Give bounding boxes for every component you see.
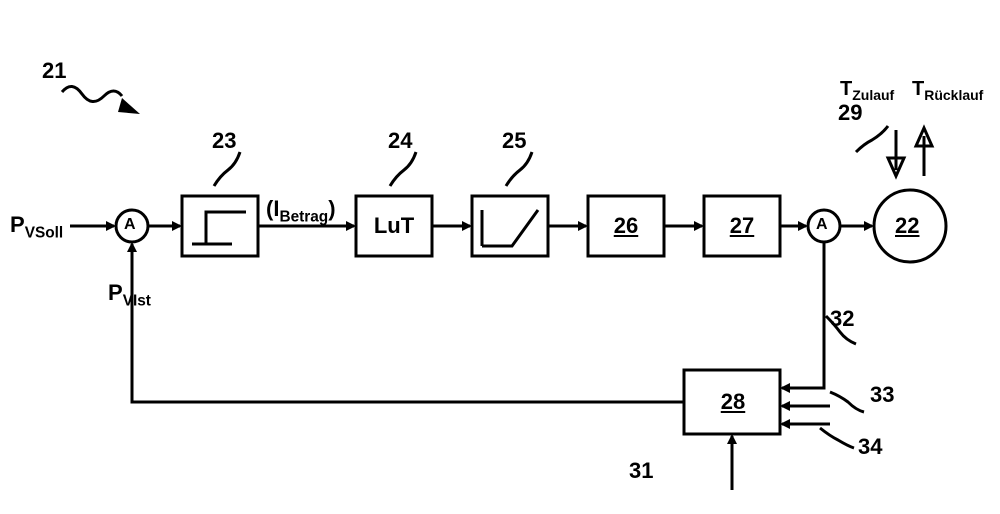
sig-a2-down: [782, 242, 824, 388]
block-23: [182, 196, 258, 256]
block23-glyph: [192, 212, 246, 244]
label-23: 23: [212, 128, 236, 154]
label-33: 33: [870, 382, 894, 408]
sig-28-a1: [132, 244, 684, 402]
label-lut: LuT: [370, 213, 418, 239]
label-24: 24: [388, 128, 412, 154]
label-29: 29: [838, 100, 862, 126]
label-pvsoll: PVSoll: [10, 212, 63, 242]
label-21: 21: [42, 58, 66, 84]
squiggle-21: [62, 86, 122, 101]
arrowhead-21: [118, 98, 140, 114]
label-34: 34: [858, 434, 882, 460]
label-27: 27: [717, 213, 767, 239]
squiggle-29: [856, 126, 888, 152]
label-trucklauf: TRücklauf: [912, 78, 983, 103]
label-31: 31: [629, 458, 653, 484]
block25-glyph: [482, 210, 538, 246]
squiggle-25: [506, 152, 532, 186]
squiggle-23: [214, 152, 240, 186]
squiggle-33: [830, 392, 864, 412]
label-22: 22: [895, 213, 919, 239]
squiggle-34: [820, 428, 854, 448]
label-25: 25: [502, 128, 526, 154]
label-tzulauf: TZulauf: [840, 78, 894, 103]
label-sumA2: A: [816, 216, 828, 234]
label-ibetrag: (IBetrag): [266, 196, 336, 226]
label-pvist: PVIst: [108, 280, 151, 310]
label-sumA1: A: [124, 216, 136, 234]
label-32: 32: [830, 306, 854, 332]
label-26: 26: [601, 213, 651, 239]
squiggle-24: [390, 152, 416, 186]
label-28: 28: [708, 389, 758, 415]
